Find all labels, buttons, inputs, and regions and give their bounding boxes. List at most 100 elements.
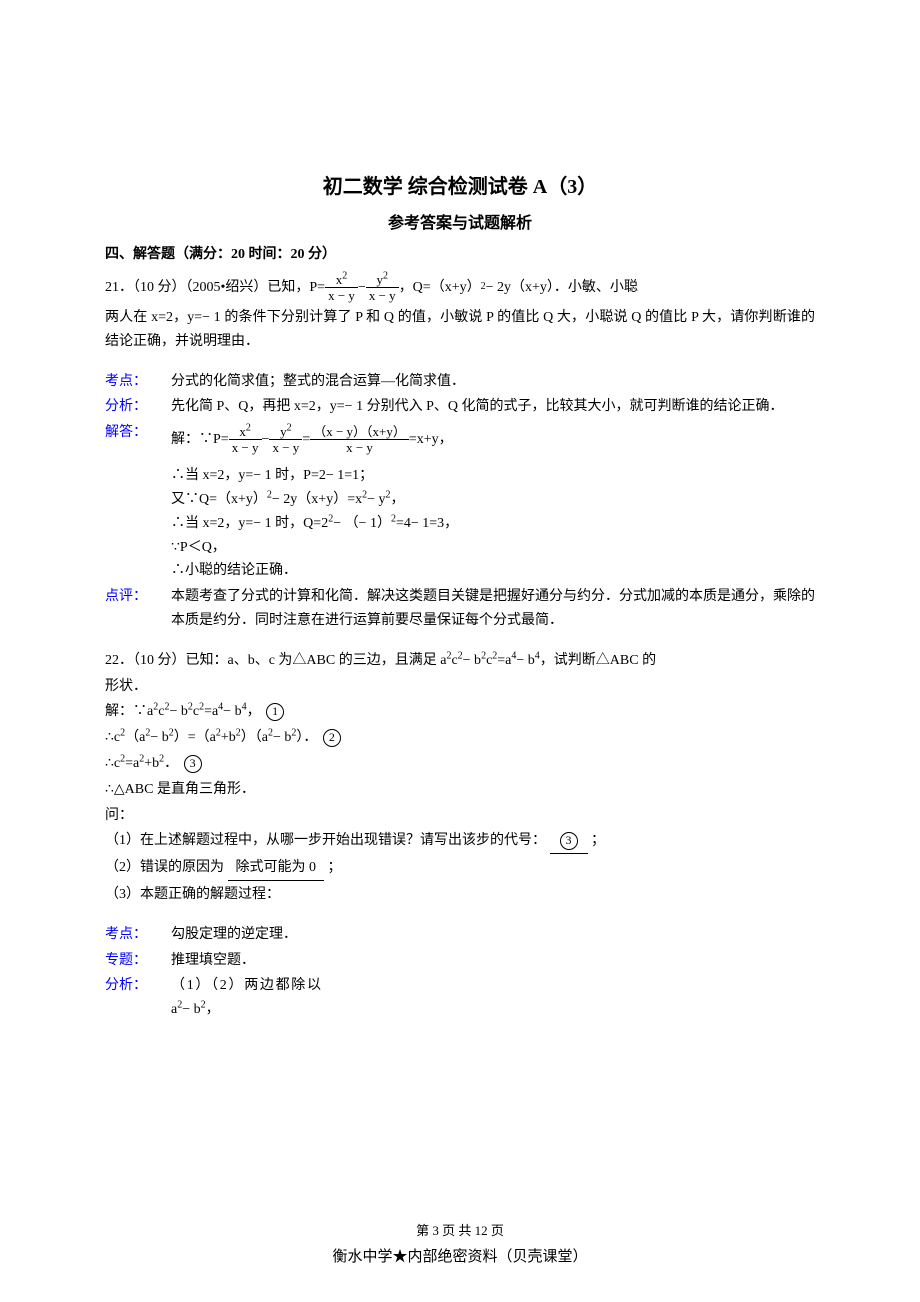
- text: +b: [144, 756, 159, 771]
- q22-line9: （3）本题正确的解题过程：: [105, 883, 815, 907]
- page: 初二数学 综合检测试卷 A（3） 参考答案与试题解析 四、解答题（满分：20 时…: [0, 0, 920, 1302]
- fraction: y2 x − y: [366, 273, 399, 302]
- fraction: （x − y）（x+y） x − y: [310, 425, 409, 454]
- q22-line2: 解：∵a2c2− b2c2=a4− b4， 1: [105, 700, 815, 724]
- text: （a: [125, 730, 145, 745]
- section-4-heading: 四、解答题（满分：20 时间：20 分）: [105, 243, 815, 267]
- fraction: x2 x − y: [229, 425, 262, 454]
- page-brand: 衡水中学★内部绝密资料（贝壳课堂）: [0, 1245, 920, 1271]
- kaodian-body: 分式的化简求值；整式的混合运算—化简求值．: [171, 370, 815, 394]
- blank-answer-1: 3: [550, 829, 588, 854]
- circled-1: 1: [266, 703, 284, 721]
- q21-solution-eq: 解：∵P= x2 x − y − y2 x − y = （x − y）（x+y）…: [171, 425, 815, 454]
- text: x − y: [269, 440, 302, 454]
- circled-3: 3: [184, 755, 202, 773]
- text: 21．（10 分）（2005•绍兴）已知，P=: [105, 280, 325, 295]
- q22-fenxi-row: 分析： （1）（2）两边都除以 a2− b2，: [105, 974, 815, 1022]
- text: 解：∵a: [105, 704, 153, 719]
- q22-line6: 问：: [105, 804, 815, 828]
- kaodian-label: 考点：: [105, 923, 171, 947]
- dianping-body: 本题考查了分式的计算和化简．解决这类题目关键是把握好通分与约分．分式加减的本质是…: [171, 585, 815, 633]
- q22-zhuanti-row: 专题： 推理填空题．: [105, 949, 815, 973]
- text: −: [358, 280, 366, 295]
- doc-title: 初二数学 综合检测试卷 A（3）: [105, 170, 815, 204]
- q22-line4: ∴c2=a2+b2． 3: [105, 752, 815, 776]
- q21-stem-line2: 两人在 x=2，y=− 1 的条件下分别计算了 P 和 Q 的值，小敏说 P 的…: [105, 306, 815, 354]
- text: − b: [273, 730, 291, 745]
- q21-jieda-row: 解答： 解：∵P= x2 x − y − y2 x − y = （x − y）（…: [105, 421, 815, 583]
- q21-s2: ∴当 x=2，y=− 1 时，P=2− 1=1；: [171, 464, 815, 488]
- text: 解：∵P=: [171, 432, 229, 447]
- jieda-body: 解：∵P= x2 x − y − y2 x − y = （x − y）（x+y）…: [171, 421, 815, 583]
- sup: 2: [383, 271, 388, 282]
- text: ，: [391, 492, 405, 507]
- fenxi-label: 分析：: [105, 974, 171, 998]
- sup: 2: [342, 271, 347, 282]
- text: =a: [204, 704, 218, 719]
- q21-s5: ∵P＜Q，: [171, 536, 815, 560]
- text: ，: [206, 1002, 220, 1017]
- text: ）．: [296, 730, 317, 745]
- text: =a: [125, 756, 139, 771]
- text: =x+y，: [409, 432, 453, 447]
- q22-kaodian-row: 考点： 勾股定理的逆定理．: [105, 923, 815, 947]
- text: （1）在上述解题过程中，从哪一步开始出现错误？请写出该步的代号：: [105, 833, 546, 848]
- zhuanti-body: 推理填空题．: [171, 949, 321, 973]
- text: （x − y）（x+y）: [310, 425, 409, 440]
- text: − b: [150, 730, 168, 745]
- text: ）（a: [241, 730, 268, 745]
- q22-line7: （1）在上述解题过程中，从哪一步开始出现错误？请写出该步的代号： 3 ；: [105, 829, 815, 854]
- text: ∴c: [105, 730, 120, 745]
- text: +b: [221, 730, 236, 745]
- text: − 2y（x+y）．小敏、小聪: [486, 280, 638, 295]
- q21-dianping-row: 点评： 本题考查了分式的计算和化简．解决这类题目关键是把握好通分与约分．分式加减…: [105, 585, 815, 633]
- sup: 2: [287, 423, 292, 434]
- q21-stem-line1: 21．（10 分）（2005•绍兴）已知，P= x2 x − y − y2 x …: [105, 273, 815, 302]
- text: − 2y（x+y）=x: [272, 492, 362, 507]
- page-number: 第 3 页 共 12 页: [0, 1220, 920, 1242]
- sup: 2: [246, 423, 251, 434]
- text: − b: [516, 653, 534, 668]
- q21-fenxi-row: 分析： 先化简 P、Q，再把 x=2，y=− 1 分别代入 P、Q 化简的式子，…: [105, 395, 815, 419]
- text: ∴c: [105, 756, 120, 771]
- q22-line8: （2）错误的原因为 除式可能为 0 ；: [105, 856, 815, 881]
- text: =a: [497, 653, 511, 668]
- text: 又∵Q=（x+y）: [171, 492, 267, 507]
- q21-kaodian-row: 考点： 分式的化简求值；整式的混合运算—化简求值．: [105, 370, 815, 394]
- jieda-label: 解答：: [105, 421, 171, 445]
- q22-line3: ∴c2（a2− b2）=（a2+b2）（a2− b2）． 2: [105, 726, 815, 750]
- text: x − y: [325, 288, 358, 302]
- fenxi-label: 分析：: [105, 395, 171, 419]
- q22-line1b: 形状．: [105, 675, 815, 699]
- text: （2）错误的原因为: [105, 860, 224, 875]
- q21-s3: 又∵Q=（x+y）2− 2y（x+y）=x2− y2，: [171, 488, 815, 512]
- circled-2: 2: [323, 729, 341, 747]
- text: ，试判断△ABC 的: [540, 653, 656, 668]
- text: − （− 1）: [333, 516, 391, 531]
- text: ∴当 x=2，y=− 1 时，Q=2: [171, 516, 328, 531]
- text: x − y: [229, 440, 262, 454]
- fenxi-body: 先化简 P、Q，再把 x=2，y=− 1 分别代入 P、Q 化简的式子，比较其大…: [171, 395, 815, 419]
- text: − b: [169, 704, 187, 719]
- q22-info-table: 考点： 勾股定理的逆定理． 专题： 推理填空题． 分析： （1）（2）两边都除以…: [105, 923, 815, 1022]
- kaodian-body: 勾股定理的逆定理．: [171, 923, 321, 947]
- text: −: [262, 432, 270, 447]
- text: ）=（a: [174, 730, 216, 745]
- q21-s6: ∴小聪的结论正确．: [171, 559, 815, 583]
- fraction: x2 x − y: [325, 273, 358, 302]
- circled-3-ans: 3: [560, 832, 578, 850]
- text: x − y: [310, 440, 409, 454]
- text: − b: [463, 653, 481, 668]
- text: 22．（10 分）已知：a、b、c 为△ABC 的三边，且满足 a: [105, 653, 446, 668]
- fraction: y2 x − y: [269, 425, 302, 454]
- text: ；: [591, 833, 605, 848]
- q22-line1: 22．（10 分）已知：a、b、c 为△ABC 的三边，且满足 a2c2− b2…: [105, 649, 815, 673]
- text: ；: [328, 860, 342, 875]
- dianping-label: 点评：: [105, 585, 171, 609]
- text: =4− 1=3，: [396, 516, 458, 531]
- text: ，Q=（x+y）: [399, 280, 481, 295]
- text: =: [302, 432, 310, 447]
- text: ．: [164, 756, 178, 771]
- text: ，: [247, 704, 261, 719]
- zhuanti-label: 专题：: [105, 949, 171, 973]
